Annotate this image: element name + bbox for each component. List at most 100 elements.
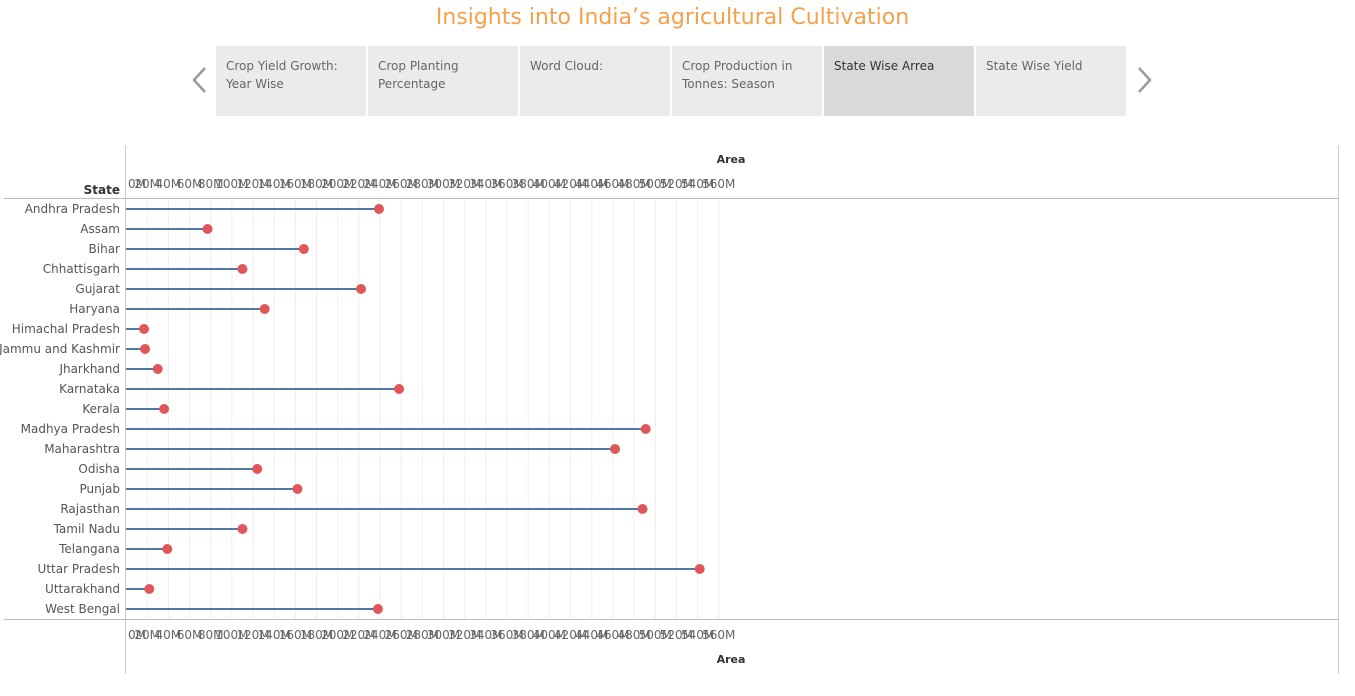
x-tick-label: 260M xyxy=(385,177,418,191)
x-axis-title-top: Area xyxy=(717,153,746,166)
state-row[interactable]: Chhattisgarh xyxy=(43,262,248,276)
lollipop-dot[interactable] xyxy=(152,364,163,374)
x-tick-label: 380M xyxy=(512,628,545,642)
x-tick-label: 480M xyxy=(617,628,650,642)
tab-crop-production-season[interactable]: Crop Production in Tonnes: Season xyxy=(672,46,822,116)
story-tabs: Crop Yield Growth: Year Wise Crop Planti… xyxy=(216,46,1128,116)
chevron-right-icon[interactable] xyxy=(1133,62,1155,98)
lollipop-dot[interactable] xyxy=(292,484,303,494)
lollipop-dot[interactable] xyxy=(140,344,151,354)
x-axis-ticks-bottom: 0M20M40M60M80M100M120M140M160M180M200M22… xyxy=(128,628,735,642)
x-tick-label: 320M xyxy=(448,628,481,642)
x-tick-label: 20M xyxy=(134,628,160,642)
lollipop-dot[interactable] xyxy=(355,284,366,294)
lollipop-dot[interactable] xyxy=(237,264,248,274)
state-label: Uttarakhand xyxy=(45,582,120,596)
lollipop-dot[interactable] xyxy=(610,444,621,454)
x-tick-label: 500M xyxy=(639,628,672,642)
state-row[interactable]: Gujarat xyxy=(75,282,366,296)
state-row[interactable]: Assam xyxy=(80,222,213,236)
lollipop-dot[interactable] xyxy=(259,304,270,314)
state-row[interactable]: Telangana xyxy=(58,542,173,556)
state-row[interactable]: West Bengal xyxy=(45,602,383,616)
tab-crop-planting-percentage[interactable]: Crop Planting Percentage xyxy=(368,46,518,116)
tab-crop-yield-growth[interactable]: Crop Yield Growth: Year Wise xyxy=(216,46,366,116)
x-tick-label: 480M xyxy=(617,177,650,191)
x-tick-label: 440M xyxy=(575,628,608,642)
x-tick-label: 300M xyxy=(427,177,460,191)
state-label: Punjab xyxy=(79,482,120,496)
x-tick-label: 440M xyxy=(575,177,608,191)
lollipop-dot[interactable] xyxy=(394,384,405,394)
x-tick-label: 460M xyxy=(596,628,629,642)
state-row[interactable]: Kerala xyxy=(82,402,170,416)
x-tick-label: 340M xyxy=(469,628,502,642)
lollipop-dot[interactable] xyxy=(162,544,173,554)
lollipop-dot[interactable] xyxy=(372,604,383,614)
state-row[interactable]: Jharkhand xyxy=(58,362,163,376)
state-row[interactable]: Madhya Pradesh xyxy=(21,422,651,436)
x-tick-label: 120M xyxy=(236,177,269,191)
x-tick-label: 100M xyxy=(215,177,248,191)
state-label: Assam xyxy=(80,222,120,236)
state-row[interactable]: Rajasthan xyxy=(60,502,648,516)
lollipop-dot[interactable] xyxy=(694,564,705,574)
state-label: Maharashtra xyxy=(44,442,120,456)
state-row[interactable]: Andhra Pradesh xyxy=(25,202,384,216)
lollipop-dot[interactable] xyxy=(298,244,309,254)
state-row[interactable]: Odisha xyxy=(78,462,263,476)
state-label: West Bengal xyxy=(45,602,120,616)
x-tick-label: 380M xyxy=(512,177,545,191)
lollipop-dot[interactable] xyxy=(252,464,263,474)
lollipop-dot[interactable] xyxy=(138,324,149,334)
state-label: Haryana xyxy=(69,302,120,316)
state-row[interactable]: Jammu and Kashmir xyxy=(0,342,151,356)
x-tick-label: 120M xyxy=(236,628,269,642)
state-row[interactable]: Bihar xyxy=(89,242,309,256)
state-label: Tamil Nadu xyxy=(53,522,120,536)
lollipop-dot[interactable] xyxy=(637,504,648,514)
state-row[interactable]: Uttarakhand xyxy=(45,582,155,596)
x-tick-label: 520M xyxy=(660,628,693,642)
lollipop-dot[interactable] xyxy=(640,424,651,434)
x-tick-label: 280M xyxy=(406,177,439,191)
row-header-state: State xyxy=(84,183,120,197)
lollipop-dot[interactable] xyxy=(144,584,155,594)
state-label: Uttar Pradesh xyxy=(38,562,120,576)
x-tick-label: 140M xyxy=(258,177,291,191)
lollipop-dot[interactable] xyxy=(237,524,248,534)
state-row[interactable]: Haryana xyxy=(69,302,270,316)
state-row[interactable]: Karnataka xyxy=(59,382,405,396)
x-tick-label: 560M xyxy=(702,628,735,642)
x-tick-label: 240M xyxy=(363,628,396,642)
x-tick-label: 420M xyxy=(554,628,587,642)
state-label: Jharkhand xyxy=(58,362,120,376)
chevron-left-icon[interactable] xyxy=(189,62,211,98)
tab-state-wise-yield[interactable]: State Wise Yield xyxy=(976,46,1126,116)
state-row[interactable]: Himachal Pradesh xyxy=(12,322,149,336)
lollipop-dot[interactable] xyxy=(373,204,384,214)
page-title: Insights into India’s agricultural Culti… xyxy=(435,5,910,30)
lollipop-dot[interactable] xyxy=(159,404,170,414)
x-tick-label: 400M xyxy=(533,628,566,642)
tab-state-wise-area[interactable]: State Wise Arrea xyxy=(824,46,974,116)
chart-gridlines xyxy=(146,199,720,619)
x-tick-label: 340M xyxy=(469,177,502,191)
chart-rows: Andhra Pradesh Assam Bihar Chhattisgarh Guja… xyxy=(0,202,705,616)
x-tick-label: 160M xyxy=(279,628,312,642)
lollipop-dot[interactable] xyxy=(202,224,213,234)
state-row[interactable]: Maharashtra xyxy=(44,442,621,456)
x-tick-label: 360M xyxy=(490,177,523,191)
x-tick-label: 540M xyxy=(681,177,714,191)
state-row[interactable]: Punjab xyxy=(79,482,303,496)
x-tick-label: 140M xyxy=(258,628,291,642)
state-row[interactable]: Uttar Pradesh xyxy=(38,562,705,576)
tab-word-cloud[interactable]: Word Cloud: xyxy=(520,46,670,116)
state-label: Madhya Pradesh xyxy=(21,422,120,436)
x-tick-label: 80M xyxy=(198,628,224,642)
state-row[interactable]: Tamil Nadu xyxy=(53,522,248,536)
x-tick-label: 260M xyxy=(385,628,418,642)
x-tick-label: 180M xyxy=(300,177,333,191)
x-tick-label: 60M xyxy=(177,177,203,191)
